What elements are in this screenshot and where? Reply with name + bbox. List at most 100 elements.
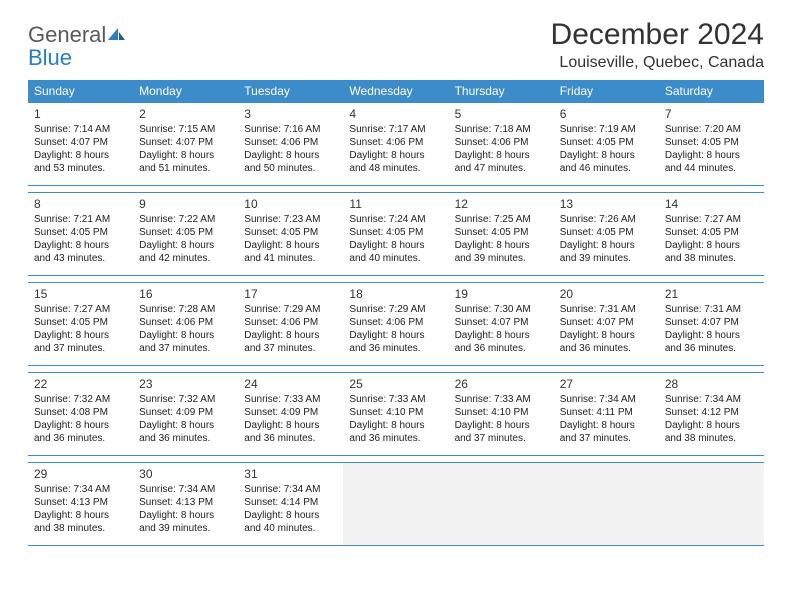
day-info: Sunrise: 7:30 AMSunset: 4:07 PMDaylight:…	[455, 303, 548, 355]
day-cell: 12 Sunrise: 7:25 AMSunset: 4:05 PMDayligh…	[449, 192, 554, 276]
day-number: 14	[665, 197, 758, 211]
day-cell	[659, 462, 764, 546]
header: General Blue December 2024 Louiseville, …	[28, 18, 764, 72]
day-number: 20	[560, 287, 653, 301]
day-info: Sunrise: 7:25 AMSunset: 4:05 PMDaylight:…	[455, 213, 548, 265]
day-info: Sunrise: 7:27 AMSunset: 4:05 PMDaylight:…	[34, 303, 127, 355]
day-number: 28	[665, 377, 758, 391]
day-info: Sunrise: 7:34 AMSunset: 4:13 PMDaylight:…	[139, 483, 232, 535]
day-number: 6	[560, 107, 653, 121]
day-cell: 14 Sunrise: 7:27 AMSunset: 4:05 PMDayligh…	[659, 192, 764, 276]
logo-sail-icon	[106, 26, 126, 47]
logo-text-blue: Blue	[28, 45, 72, 70]
day-number: 9	[139, 197, 232, 211]
day-number: 31	[244, 467, 337, 481]
day-number: 2	[139, 107, 232, 121]
day-header: Thursday	[449, 80, 554, 102]
day-header: Sunday	[28, 80, 133, 102]
day-info: Sunrise: 7:29 AMSunset: 4:06 PMDaylight:…	[244, 303, 337, 355]
day-cell	[343, 462, 448, 546]
day-cell: 11 Sunrise: 7:24 AMSunset: 4:05 PMDayligh…	[343, 192, 448, 276]
day-cell: 25 Sunrise: 7:33 AMSunset: 4:10 PMDayligh…	[343, 372, 448, 456]
day-cell: 26Sunrise: 7:33 AMSunset: 4:10 PMDayligh…	[449, 372, 554, 456]
location-text: Louiseville, Quebec, Canada	[551, 54, 764, 72]
day-number: 29	[34, 467, 127, 481]
calendar-page: General Blue December 2024 Louiseville, …	[0, 0, 792, 564]
logo: General Blue	[28, 18, 126, 70]
day-info: Sunrise: 7:18 AMSunset: 4:06 PMDaylight:…	[455, 123, 548, 175]
day-number: 18	[349, 287, 442, 301]
day-info: Sunrise: 7:32 AMSunset: 4:09 PMDaylight:…	[139, 393, 232, 445]
day-info: Sunrise: 7:34 AMSunset: 4:11 PMDaylight:…	[560, 393, 653, 445]
day-cell: 22 Sunrise: 7:32 AMSunset: 4:08 PMDayligh…	[28, 372, 133, 456]
day-cell	[554, 462, 659, 546]
day-header: Monday	[133, 80, 238, 102]
day-cell: 6 Sunrise: 7:19 AMSunset: 4:05 PMDaylight…	[554, 102, 659, 186]
day-cell: 5 Sunrise: 7:18 AMSunset: 4:06 PMDaylight…	[449, 102, 554, 186]
day-cell: 17 Sunrise: 7:29 AMSunset: 4:06 PMDayligh…	[238, 282, 343, 366]
day-info: Sunrise: 7:19 AMSunset: 4:05 PMDaylight:…	[560, 123, 653, 175]
logo-text-wrap: General Blue	[28, 24, 126, 70]
day-cell: 4Sunrise: 7:17 AMSunset: 4:06 PMDaylight…	[343, 102, 448, 186]
day-number: 23	[139, 377, 232, 391]
day-number: 21	[665, 287, 758, 301]
day-info: Sunrise: 7:28 AMSunset: 4:06 PMDaylight:…	[139, 303, 232, 355]
day-number: 16	[139, 287, 232, 301]
day-number: 12	[455, 197, 548, 211]
week-row: 15 Sunrise: 7:27 AMSunset: 4:05 PMDayligh…	[28, 282, 764, 366]
day-info: Sunrise: 7:31 AMSunset: 4:07 PMDaylight:…	[665, 303, 758, 355]
day-info: Sunrise: 7:20 AMSunset: 4:05 PMDaylight:…	[665, 123, 758, 175]
day-number: 8	[34, 197, 127, 211]
day-cell: 30Sunrise: 7:34 AMSunset: 4:13 PMDayligh…	[133, 462, 238, 546]
logo-text-general: General	[28, 22, 106, 47]
day-header-row: SundayMondayTuesdayWednesdayThursdayFrid…	[28, 80, 764, 102]
day-cell: 24Sunrise: 7:33 AMSunset: 4:09 PMDayligh…	[238, 372, 343, 456]
day-cell: 3Sunrise: 7:16 AMSunset: 4:06 PMDaylight…	[238, 102, 343, 186]
day-number: 19	[455, 287, 548, 301]
day-number: 10	[244, 197, 337, 211]
day-cell: 9 Sunrise: 7:22 AMSunset: 4:05 PMDaylight…	[133, 192, 238, 276]
day-info: Sunrise: 7:26 AMSunset: 4:05 PMDaylight:…	[560, 213, 653, 265]
day-number: 13	[560, 197, 653, 211]
day-info: Sunrise: 7:14 AMSunset: 4:07 PMDaylight:…	[34, 123, 127, 175]
day-info: Sunrise: 7:22 AMSunset: 4:05 PMDaylight:…	[139, 213, 232, 265]
day-cell: 20 Sunrise: 7:31 AMSunset: 4:07 PMDayligh…	[554, 282, 659, 366]
day-number: 15	[34, 287, 127, 301]
week-row: 1Sunrise: 7:14 AMSunset: 4:07 PMDaylight…	[28, 102, 764, 186]
day-cell: 16 Sunrise: 7:28 AMSunset: 4:06 PMDayligh…	[133, 282, 238, 366]
day-number: 27	[560, 377, 653, 391]
day-cell: 29 Sunrise: 7:34 AMSunset: 4:13 PMDayligh…	[28, 462, 133, 546]
day-number: 17	[244, 287, 337, 301]
day-info: Sunrise: 7:31 AMSunset: 4:07 PMDaylight:…	[560, 303, 653, 355]
day-number: 22	[34, 377, 127, 391]
day-info: Sunrise: 7:21 AMSunset: 4:05 PMDaylight:…	[34, 213, 127, 265]
week-row: 22 Sunrise: 7:32 AMSunset: 4:08 PMDayligh…	[28, 372, 764, 456]
day-info: Sunrise: 7:32 AMSunset: 4:08 PMDaylight:…	[34, 393, 127, 445]
month-title: December 2024	[551, 18, 764, 52]
calendar-table: SundayMondayTuesdayWednesdayThursdayFrid…	[28, 80, 764, 546]
title-block: December 2024 Louiseville, Quebec, Canad…	[551, 18, 764, 72]
day-number: 11	[349, 197, 442, 211]
day-cell: 18Sunrise: 7:29 AMSunset: 4:06 PMDayligh…	[343, 282, 448, 366]
day-header: Wednesday	[343, 80, 448, 102]
day-header: Friday	[554, 80, 659, 102]
day-cell: 21 Sunrise: 7:31 AMSunset: 4:07 PMDayligh…	[659, 282, 764, 366]
day-cell: 31Sunrise: 7:34 AMSunset: 4:14 PMDayligh…	[238, 462, 343, 546]
day-info: Sunrise: 7:34 AMSunset: 4:12 PMDaylight:…	[665, 393, 758, 445]
day-number: 25	[349, 377, 442, 391]
day-cell: 28 Sunrise: 7:34 AMSunset: 4:12 PMDayligh…	[659, 372, 764, 456]
day-info: Sunrise: 7:33 AMSunset: 4:10 PMDaylight:…	[349, 393, 442, 445]
day-info: Sunrise: 7:24 AMSunset: 4:05 PMDaylight:…	[349, 213, 442, 265]
day-number: 4	[349, 107, 442, 121]
day-number: 3	[244, 107, 337, 121]
day-cell: 27 Sunrise: 7:34 AMSunset: 4:11 PMDayligh…	[554, 372, 659, 456]
week-row: 8 Sunrise: 7:21 AMSunset: 4:05 PMDaylight…	[28, 192, 764, 276]
day-cell: 13 Sunrise: 7:26 AMSunset: 4:05 PMDayligh…	[554, 192, 659, 276]
day-info: Sunrise: 7:34 AMSunset: 4:13 PMDaylight:…	[34, 483, 127, 535]
day-info: Sunrise: 7:27 AMSunset: 4:05 PMDaylight:…	[665, 213, 758, 265]
day-cell: 2 Sunrise: 7:15 AMSunset: 4:07 PMDaylight…	[133, 102, 238, 186]
day-number: 7	[665, 107, 758, 121]
day-number: 5	[455, 107, 548, 121]
day-info: Sunrise: 7:15 AMSunset: 4:07 PMDaylight:…	[139, 123, 232, 175]
day-header: Saturday	[659, 80, 764, 102]
